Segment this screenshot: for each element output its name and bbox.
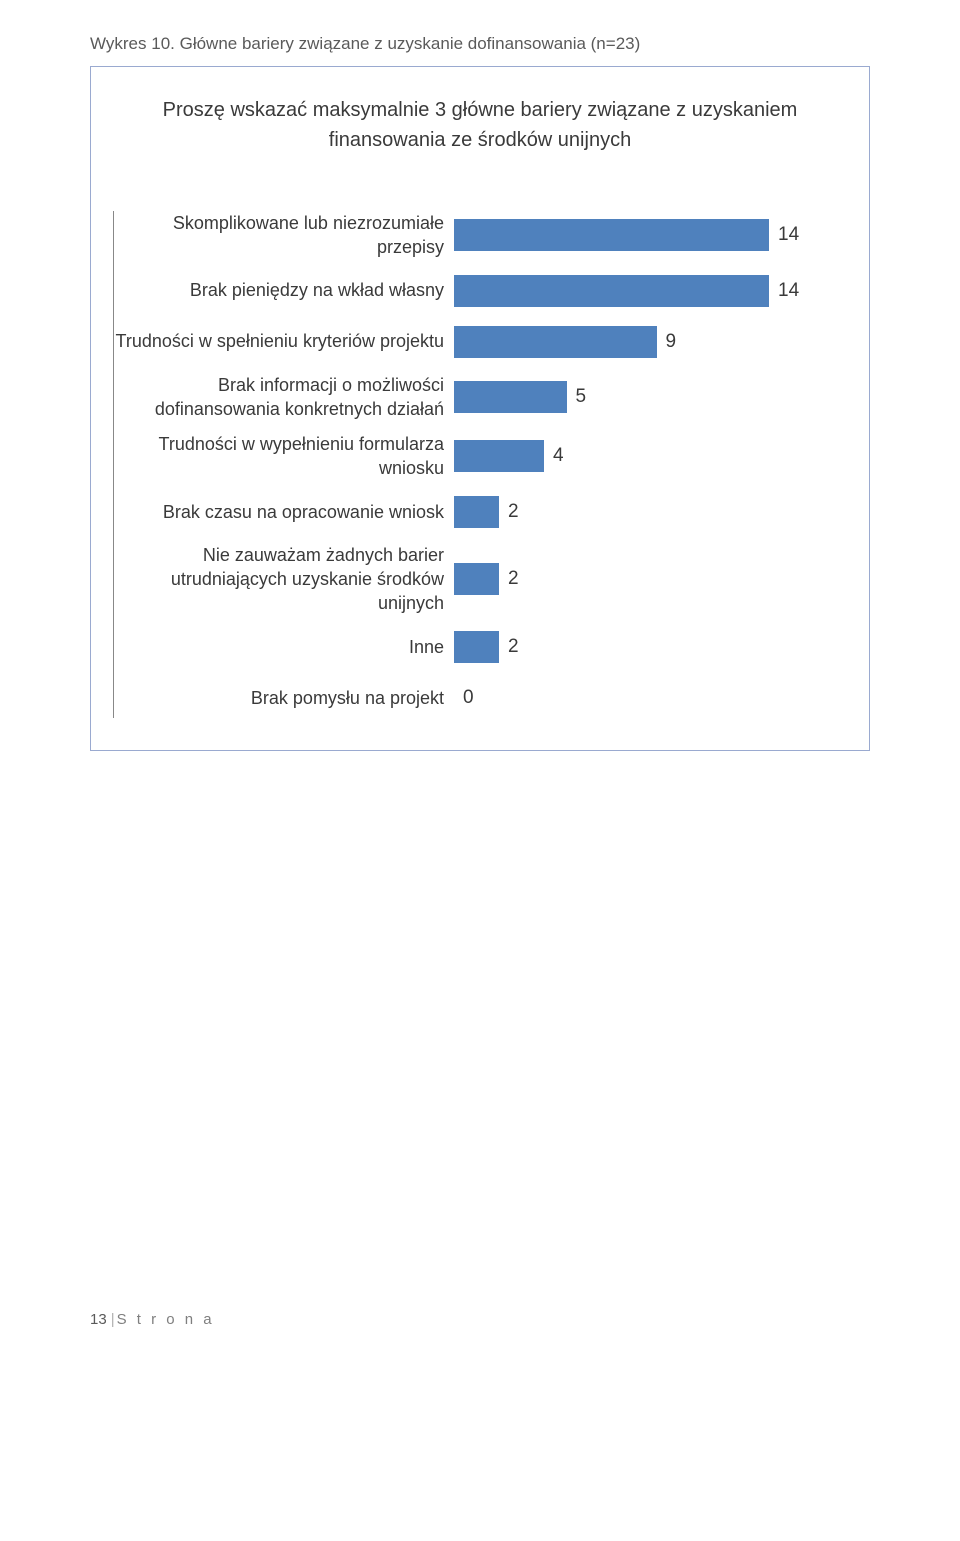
bar-track: 4 xyxy=(454,436,814,476)
bar-label: Inne xyxy=(114,635,454,659)
chart-row: Inne2 xyxy=(114,627,847,667)
bar-label: Trudności w wypełnieniu formularza wnios… xyxy=(114,432,454,481)
bar-value: 14 xyxy=(769,224,799,246)
bar: 14 xyxy=(454,219,769,251)
chart-row: Brak pieniędzy na wkład własny14 xyxy=(114,271,847,311)
bar: 14 xyxy=(454,275,769,307)
bar-track: 14 xyxy=(454,215,814,255)
bar-label: Brak pieniędzy na wkład własny xyxy=(114,278,454,302)
bar: 4 xyxy=(454,440,544,472)
chart-title: Proszę wskazać maksymalnie 3 główne bari… xyxy=(113,95,847,155)
page-footer: 13|S t r o n a xyxy=(90,1311,215,1328)
bar-track: 9 xyxy=(454,322,814,362)
bar: 2 xyxy=(454,496,499,528)
bar-label: Trudności w spełnieniu kryteriów projekt… xyxy=(114,329,454,353)
bar: 2 xyxy=(454,631,499,663)
chart-row: Brak informacji o możliwości dofinansowa… xyxy=(114,373,847,422)
bar: 9 xyxy=(454,326,657,358)
bar-label: Skomplikowane lub niezrozumiałe przepisy xyxy=(114,211,454,260)
bar-track: 0 xyxy=(454,678,814,718)
chart-caption: Wykres 10. Główne bariery związane z uzy… xyxy=(0,0,960,62)
chart-container: Proszę wskazać maksymalnie 3 główne bari… xyxy=(90,66,870,751)
bar-value: 5 xyxy=(567,386,587,408)
bar-track: 2 xyxy=(454,492,814,532)
bar-value: 9 xyxy=(657,331,677,353)
bar-label: Brak pomysłu na projekt xyxy=(114,686,454,710)
bar-label: Brak czasu na opracowanie wniosk xyxy=(114,500,454,524)
bar-label: Brak informacji o możliwości dofinansowa… xyxy=(114,373,454,422)
chart-row: Brak pomysłu na projekt0 xyxy=(114,678,847,718)
bar-value: 4 xyxy=(544,445,564,467)
footer-text: S t r o n a xyxy=(117,1311,215,1328)
bar-value: 2 xyxy=(499,636,519,658)
chart-row: Trudności w spełnieniu kryteriów projekt… xyxy=(114,322,847,362)
page-number: 13 xyxy=(90,1311,107,1328)
footer-separator: | xyxy=(107,1311,117,1328)
page: Wykres 10. Główne bariery związane z uzy… xyxy=(0,0,960,1541)
chart-row: Trudności w wypełnieniu formularza wnios… xyxy=(114,432,847,481)
chart-row: Nie zauważam żadnych barier utrudniający… xyxy=(114,543,847,616)
bar-track: 14 xyxy=(454,271,814,311)
bar-value: 2 xyxy=(499,501,519,523)
bar-value: 0 xyxy=(454,687,474,709)
chart-bars: Skomplikowane lub niezrozumiałe przepisy… xyxy=(113,211,847,718)
bar: 2 xyxy=(454,563,499,595)
chart-row: Skomplikowane lub niezrozumiałe przepisy… xyxy=(114,211,847,260)
bar-track: 2 xyxy=(454,627,814,667)
bar-label: Nie zauważam żadnych barier utrudniający… xyxy=(114,543,454,616)
bar-track: 5 xyxy=(454,377,814,417)
bar: 5 xyxy=(454,381,567,413)
chart-row: Brak czasu na opracowanie wniosk2 xyxy=(114,492,847,532)
bar-value: 2 xyxy=(499,568,519,590)
bar-track: 2 xyxy=(454,559,814,599)
bar-value: 14 xyxy=(769,280,799,302)
